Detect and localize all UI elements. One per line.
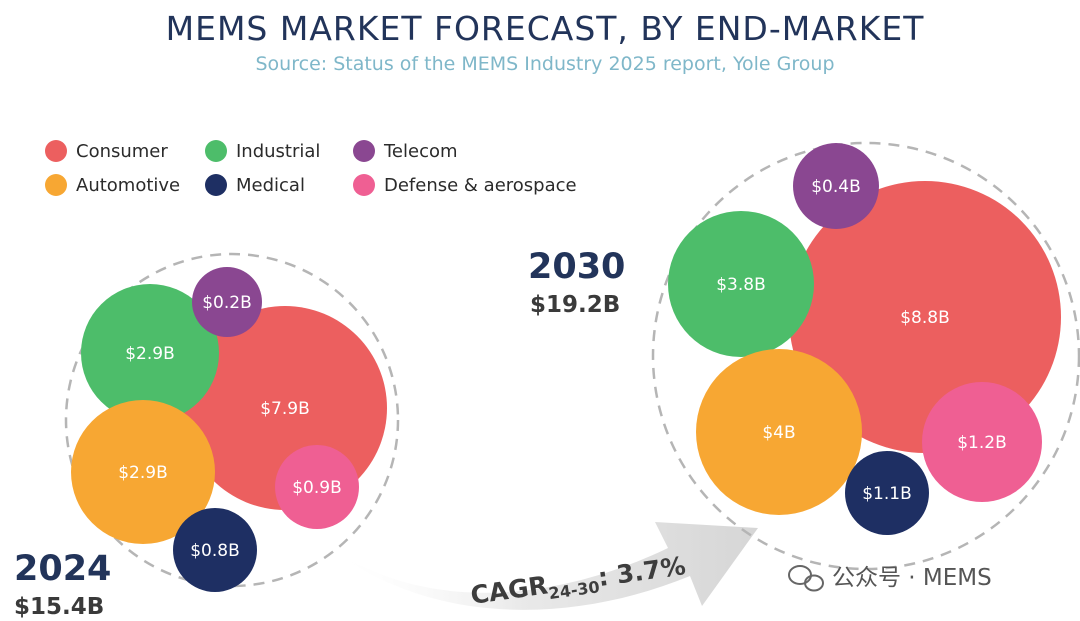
bubble-label-consumer-2024: $7.9B — [260, 399, 310, 419]
total-2030-label: $19.2B — [530, 292, 620, 318]
bubble-group-2024: $7.9B $2.9B $0.2B $2.9B $0.8B $0.9B — [64, 252, 400, 592]
bubble-defense-and-aerospace-2024 — [275, 445, 359, 529]
year-2024-label: 2024 — [14, 549, 111, 589]
chart-title: MEMS MARKET FORECAST, BY END-MARKET — [166, 9, 925, 48]
cagr-arrow — [330, 522, 758, 610]
bubble-industrial-2030 — [668, 211, 814, 357]
legend-item-automotive: Automotive — [45, 174, 180, 196]
legend-swatch-consumer — [45, 140, 67, 162]
bubble-label-consumer-2030: $8.8B — [900, 308, 950, 328]
legend-label-medical: Medical — [236, 175, 305, 196]
legend-label-industrial: Industrial — [236, 141, 320, 162]
chart-subtitle: Source: Status of the MEMS Industry 2025… — [256, 53, 835, 75]
bubble-label-defense-and-aerospace-2030: $1.2B — [957, 433, 1007, 453]
bubble-telecom-2030 — [793, 143, 879, 229]
bubble-label-medical-2030: $1.1B — [862, 484, 912, 504]
bubble-medical-2030 — [845, 451, 929, 535]
bubble-label-automotive-2024: $2.9B — [118, 463, 168, 483]
legend-swatch-medical — [205, 174, 227, 196]
bubble-groups: $7.9B $2.9B $0.2B $2.9B $0.8B $0.9B $8.8B $3.8B… — [64, 141, 1080, 592]
bubble-group-2030: $8.8B $3.8B $0.4B $4B $1.1B $1.2B — [651, 141, 1080, 571]
legend-swatch-telecom — [353, 140, 375, 162]
legend-item-industrial: Industrial — [205, 140, 320, 162]
bubble-label-telecom-2030: $0.4B — [811, 177, 861, 197]
bubble-label-telecom-2024: $0.2B — [202, 293, 252, 313]
bubble-label-medical-2024: $0.8B — [190, 541, 240, 561]
watermark: 公众号 · MEMS — [788, 565, 992, 592]
legend-swatch-automotive — [45, 174, 67, 196]
legend-swatch-industrial — [205, 140, 227, 162]
legend-label-defense-and-aerospace: Defense & aerospace — [384, 175, 577, 196]
bubble-defense-and-aerospace-2030 — [922, 382, 1042, 502]
bubble-automotive-2030 — [696, 349, 862, 515]
outer-boundary-2030 — [651, 141, 1080, 571]
bubble-label-defense-and-aerospace-2024: $0.9B — [292, 478, 342, 498]
year-2030-label: 2030 — [528, 247, 625, 287]
bubble-telecom-2024 — [192, 267, 262, 337]
legend-label-automotive: Automotive — [76, 175, 180, 196]
total-2024-label: $15.4B — [14, 594, 104, 620]
legend-item-defense-and-aerospace: Defense & aerospace — [353, 174, 577, 196]
legend-item-telecom: Telecom — [353, 140, 458, 162]
legend: Consumer Industrial Telecom Automotive Medic… — [45, 140, 577, 196]
cagr-value: : 3.7% — [596, 551, 687, 592]
legend-swatch-defense-and-aerospace — [353, 174, 375, 196]
bubble-automotive-2024 — [71, 400, 215, 544]
bubble-industrial-2024 — [81, 284, 219, 422]
bubble-label-industrial-2030: $3.8B — [716, 275, 766, 295]
wechat-icon — [788, 565, 824, 592]
bubble-label-industrial-2024: $2.9B — [125, 344, 175, 364]
legend-label-telecom: Telecom — [383, 141, 458, 162]
legend-item-consumer: Consumer — [45, 140, 168, 162]
bubble-medical-2024 — [173, 508, 257, 592]
bubble-label-automotive-2030: $4B — [762, 423, 795, 443]
legend-item-medical: Medical — [205, 174, 305, 196]
legend-label-consumer: Consumer — [76, 141, 168, 162]
watermark-text: 公众号 · MEMS — [832, 565, 992, 591]
outer-boundary-2024 — [64, 252, 400, 588]
